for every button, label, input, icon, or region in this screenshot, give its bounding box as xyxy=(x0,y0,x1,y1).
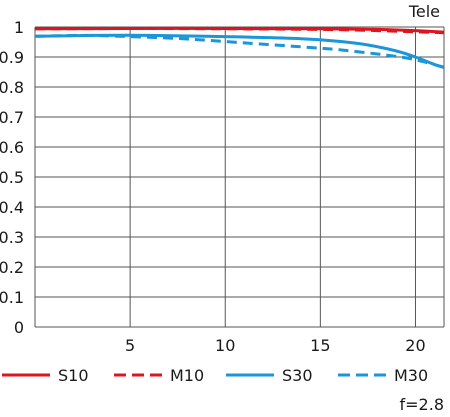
y-tick-label: 0.8 xyxy=(0,78,24,97)
series-line-m30 xyxy=(34,33,445,69)
y-tick-label: 0 xyxy=(14,318,24,337)
grid xyxy=(34,26,445,328)
aperture-note: f=2.8 xyxy=(400,395,444,414)
chart-title: Tele xyxy=(408,2,440,21)
y-tick-label: 0.9 xyxy=(0,48,24,67)
y-tick-label: 0.2 xyxy=(0,258,24,277)
y-axis-ticks: 0 0.1 0.2 0.3 0.4 0.5 0.6 0.7 0.8 0.9 1 xyxy=(0,18,24,337)
legend-label-s10: S10 xyxy=(58,366,89,385)
series-line-s30 xyxy=(34,33,445,69)
plot-lines xyxy=(34,26,445,69)
legend-label-m10: M10 xyxy=(170,366,204,385)
x-tick-label: 20 xyxy=(405,336,425,355)
x-axis-ticks: 5 10 15 20 xyxy=(125,336,426,355)
y-tick-label: 0.3 xyxy=(0,228,24,247)
legend-label-s30: S30 xyxy=(282,366,313,385)
x-tick-label: 10 xyxy=(215,336,235,355)
y-tick-label: 0.7 xyxy=(0,108,24,127)
series-line-s10 xyxy=(34,26,445,34)
y-tick-label: 0.1 xyxy=(0,288,24,307)
x-tick-label: 5 xyxy=(125,336,135,355)
legend: S10 M10 S30 M30 xyxy=(2,366,428,385)
y-tick-label: 0.4 xyxy=(0,198,24,217)
y-tick-label: 0.6 xyxy=(0,138,24,157)
legend-label-m30: M30 xyxy=(394,366,428,385)
y-tick-label: 0.5 xyxy=(0,168,24,187)
y-tick-label: 1 xyxy=(14,18,24,37)
x-tick-label: 15 xyxy=(310,336,330,355)
